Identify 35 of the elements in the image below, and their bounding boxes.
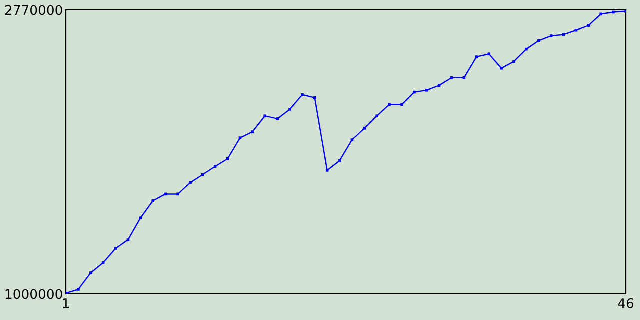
point bbox=[214, 165, 217, 168]
point bbox=[574, 28, 578, 32]
point bbox=[114, 247, 118, 250]
point bbox=[475, 56, 478, 58]
point bbox=[538, 39, 540, 42]
point bbox=[438, 84, 441, 87]
point bbox=[326, 169, 329, 172]
point bbox=[226, 158, 230, 160]
point bbox=[126, 238, 130, 242]
point bbox=[251, 130, 254, 134]
point bbox=[139, 216, 142, 220]
y-tick-label: 2770000 bbox=[5, 5, 62, 16]
point bbox=[462, 76, 466, 80]
x-tick-label: 46 bbox=[618, 298, 634, 308]
point bbox=[350, 138, 354, 142]
point bbox=[587, 24, 590, 27]
x-tick-label: 1 bbox=[63, 298, 69, 308]
point bbox=[388, 103, 391, 106]
point bbox=[102, 261, 105, 264]
point bbox=[363, 127, 366, 130]
point bbox=[600, 12, 602, 16]
point bbox=[512, 60, 516, 64]
point bbox=[176, 192, 180, 196]
y-tick-label: 1000000 bbox=[6, 289, 62, 300]
point bbox=[612, 10, 615, 14]
point bbox=[164, 192, 167, 196]
point bbox=[550, 34, 553, 38]
point bbox=[400, 103, 404, 106]
point bbox=[238, 136, 242, 140]
point bbox=[413, 90, 416, 94]
point bbox=[450, 76, 454, 80]
line-series bbox=[66, 10, 626, 294]
point bbox=[525, 48, 528, 51]
point bbox=[189, 181, 192, 184]
point bbox=[202, 173, 204, 176]
